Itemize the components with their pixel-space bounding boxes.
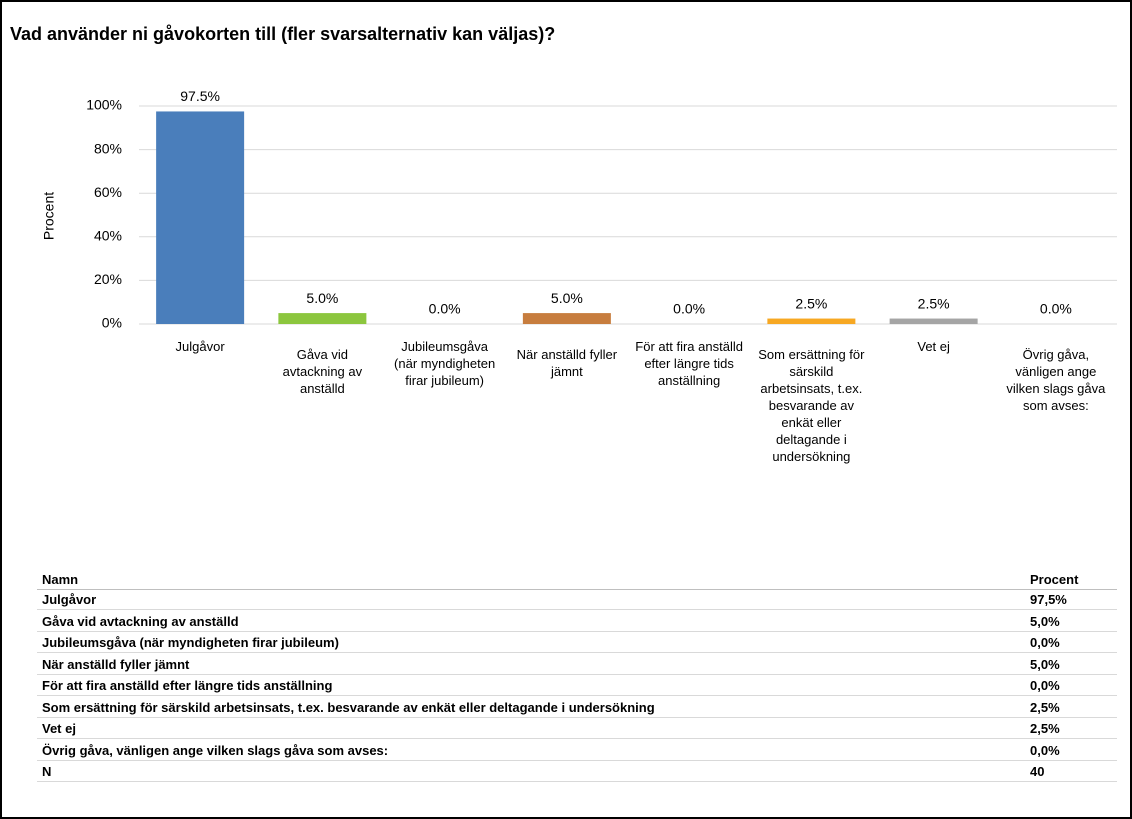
y-tick-label: 60% [94,184,122,200]
data-label: 0.0% [1040,301,1072,317]
table-header: Namn Procent [37,570,1117,590]
table-cell: Gåva vid avtackning av anställd [42,613,239,629]
bar [767,318,856,324]
table-cell: 0,0% [1030,678,1060,693]
table-row: Som ersättning för särskild arbetsinsats… [37,698,1117,718]
x-tick-label: För att fira anställd efter längre tids … [635,339,743,388]
data-label: 0.0% [673,301,705,317]
table-cell: Vet ej [42,721,76,736]
y-tick-label: 0% [102,315,122,331]
table-cell: För att fira anställd efter längre tids … [42,678,333,693]
header-cell: Namn [42,572,79,587]
table-cell: När anställd fyller jämnt [42,656,190,672]
y-tick-label: 40% [94,228,122,244]
data-label: 0.0% [429,301,461,317]
bar [278,313,367,324]
bar [156,111,245,324]
x-tick-label: Jubileumsgåva (när myndigheten firar jub… [394,339,496,388]
y-tick-label: 80% [94,140,122,156]
x-tick-label: Gåva vid avtackning av anställd [282,347,363,396]
data-label: 2.5% [918,295,950,311]
header-cell: Procent [1030,572,1079,587]
table-row: Jubileumsgåva (när myndigheten firar jub… [37,633,1117,653]
table-cell: N [42,764,52,779]
table-cell: 40 [1030,764,1045,779]
data-label: 5.0% [551,290,583,306]
table-cell: 2,5% [1030,699,1060,715]
table-row: När anställd fyller jämnt 5,0% [37,655,1117,675]
data-label: 5.0% [306,290,338,306]
table-cell: Jubileumsgåva (när myndigheten firar jub… [42,635,339,650]
table-cell: Som ersättning för särskild arbetsinsats… [42,699,655,715]
table-row: Övrig gåva, vänligen ange vilken slags g… [37,741,1117,761]
bar [889,318,978,324]
y-tick-label: 100% [86,97,122,113]
table-cell: 2,5% [1030,721,1060,736]
table-cell: 0,0% [1030,742,1060,758]
table-row: Gåva vid avtackning av anställd 5,0% [37,612,1117,632]
table-cell: 5,0% [1030,613,1060,629]
table-cell: 5,0% [1030,656,1060,672]
x-tick-label: Julgåvor [175,339,225,354]
x-tick-label: Övrig gåva, vänligen ange vilken slags g… [1006,347,1106,413]
table-row: N 40 [37,762,1117,782]
table-cell: Julgåvor [42,592,97,607]
chart-title: Vad använder ni gåvokorten till (fler sv… [10,24,556,44]
y-axis-label: Procent [41,192,57,240]
table-row: Julgåvor 97,5% [37,590,1117,610]
table-row: Vet ej 2,5% [37,719,1117,739]
data-label: 2.5% [795,295,827,311]
table-cell: 0,0% [1030,635,1060,650]
table-cell: 97,5% [1030,592,1067,607]
table-row: För att fira anställd efter längre tids … [37,676,1117,696]
data-label: 97.5% [180,88,220,104]
table-cell: Övrig gåva, vänligen ange vilken slags g… [42,742,389,758]
x-tick-label: När anställd fyller jämnt [516,347,618,379]
x-tick-label: Vet ej [917,339,950,354]
x-tick-label: Som ersättning för särskild arbetsinsats… [758,347,865,464]
y-tick-label: 20% [94,271,122,287]
bar [522,313,611,324]
